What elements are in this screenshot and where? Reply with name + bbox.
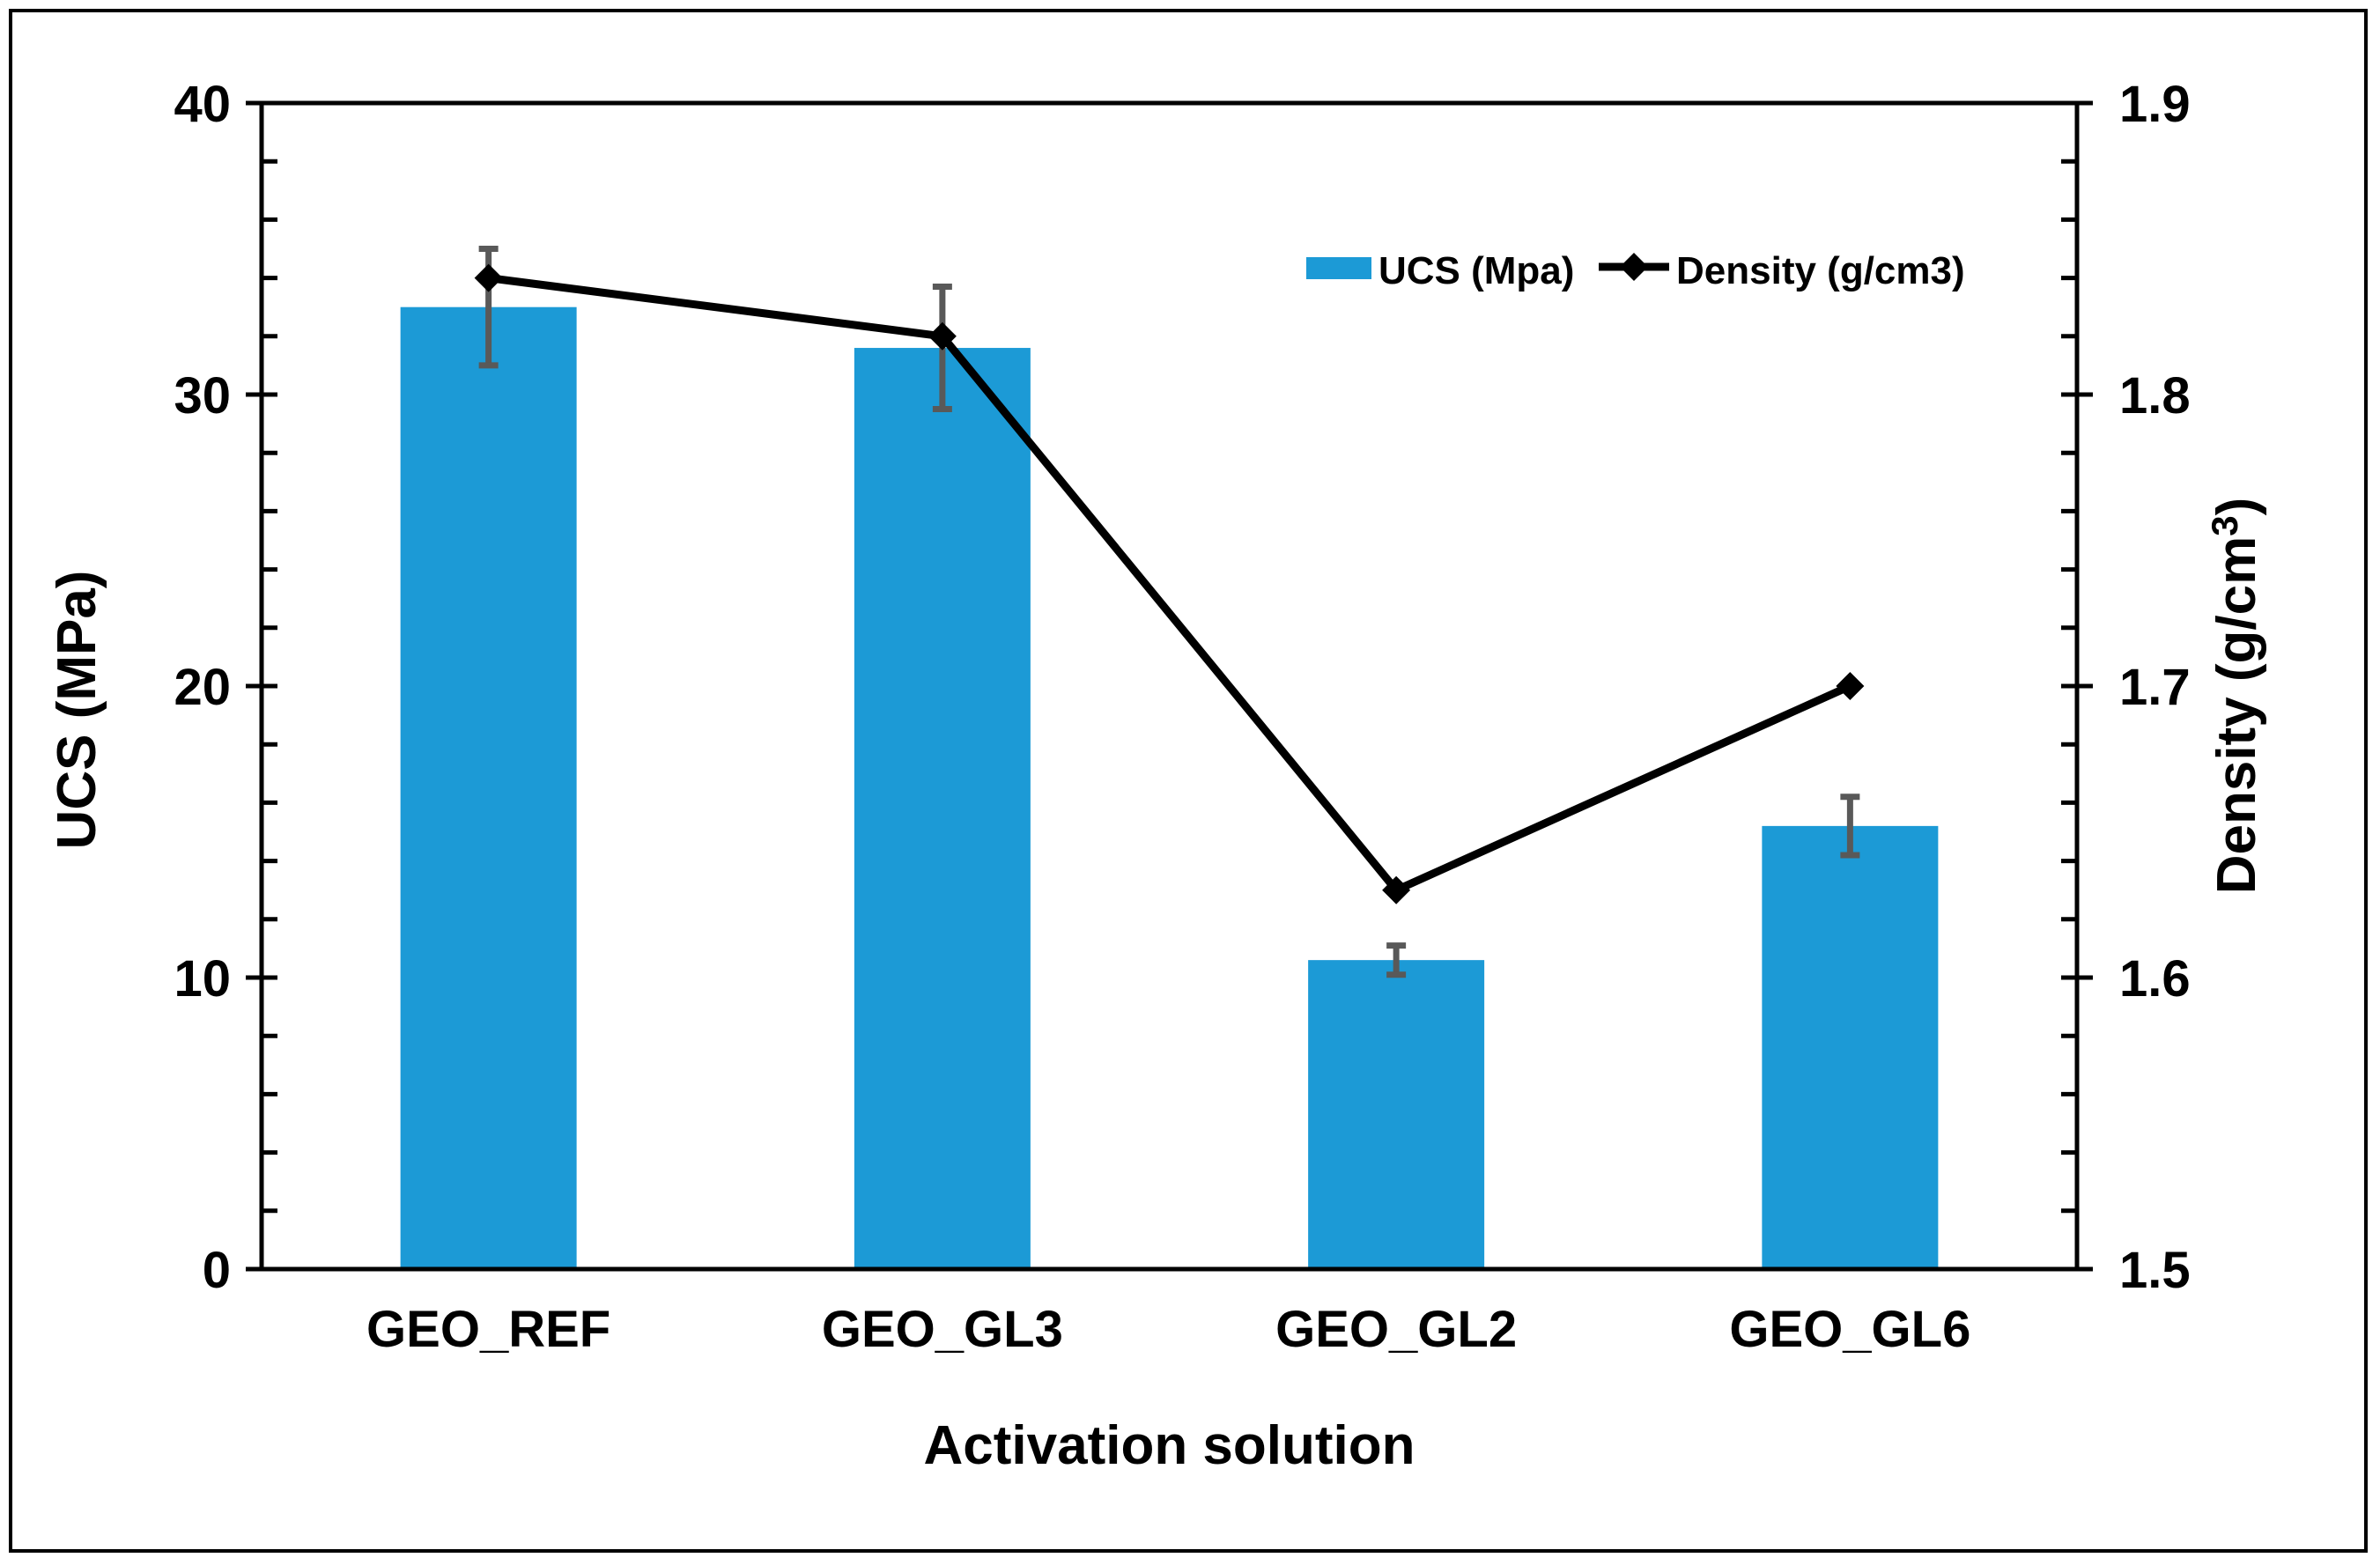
left-tick-label-0: 0: [203, 1242, 231, 1299]
right-tick-label-1.7: 1.7: [2119, 659, 2191, 716]
right-tick-label-1.9: 1.9: [2119, 76, 2191, 133]
category-label-GEO_REF: GEO_REF: [366, 1301, 610, 1358]
density-marker-GEO_REF: [474, 263, 503, 292]
category-label-GEO_GL6: GEO_GL6: [1729, 1301, 1970, 1358]
left-tick-label-10: 10: [174, 950, 231, 1008]
left-tick-label-30: 30: [174, 367, 231, 424]
density-marker-GEO_GL3: [928, 321, 957, 351]
x-axis-title: Activation solution: [924, 1415, 1415, 1476]
bar-GEO_GL6: [1762, 825, 1939, 1269]
bar-GEO_REF: [400, 306, 577, 1270]
left-tick-label-40: 40: [174, 76, 231, 133]
legend-swatch-ucs: [1306, 257, 1371, 279]
left-tick-label-20: 20: [174, 659, 231, 716]
category-label-GEO_GL3: GEO_GL3: [822, 1301, 1063, 1358]
category-label-GEO_GL2: GEO_GL2: [1275, 1301, 1517, 1358]
density-line: [488, 274, 1852, 896]
right-tick-label-1.6: 1.6: [2119, 950, 2191, 1008]
legend-diamond-density: [1620, 253, 1648, 281]
right-tick-label-1.5: 1.5: [2119, 1242, 2191, 1299]
bar-GEO_GL3: [854, 348, 1031, 1269]
legend-label-density: Density (g/cm3): [1676, 249, 1965, 292]
bar-GEO_GL2: [1308, 960, 1485, 1269]
right-axis-title: Density (g/cm3): [2204, 498, 2267, 895]
density-marker-GEO_GL6: [1836, 672, 1865, 700]
density-marker-GEO_GL2: [1382, 875, 1411, 904]
left-axis-title: UCS (MPa): [47, 571, 107, 850]
right-tick-label-1.8: 1.8: [2119, 367, 2191, 424]
legend-label-ucs: UCS (Mpa): [1378, 249, 1574, 292]
